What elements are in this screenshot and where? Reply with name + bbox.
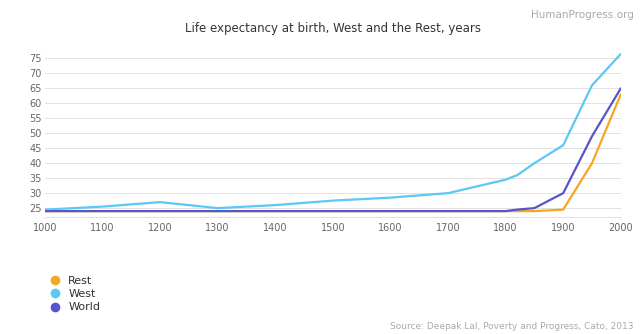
Rest — [156, 209, 164, 213]
World — [617, 86, 625, 90]
Rest — [444, 209, 452, 213]
World — [329, 209, 337, 213]
West — [156, 200, 164, 204]
Line: Rest: Rest — [45, 94, 621, 211]
Line: World: World — [45, 88, 621, 211]
World — [41, 209, 49, 213]
World — [531, 206, 538, 210]
Rest — [617, 92, 625, 96]
World — [99, 209, 106, 213]
Rest — [387, 209, 394, 213]
West — [559, 143, 567, 147]
West — [387, 196, 394, 200]
Legend: Rest, West, World: Rest, West, World — [51, 271, 104, 317]
Rest — [41, 209, 49, 213]
Rest — [271, 209, 279, 213]
West — [271, 203, 279, 207]
West — [214, 206, 221, 210]
West — [531, 161, 538, 165]
World — [444, 209, 452, 213]
World — [156, 209, 164, 213]
West — [41, 208, 49, 212]
Rest — [214, 209, 221, 213]
Line: West: West — [45, 54, 621, 210]
Rest — [329, 209, 337, 213]
World — [387, 209, 394, 213]
World — [214, 209, 221, 213]
World — [502, 209, 509, 213]
West — [617, 52, 625, 56]
Rest — [502, 209, 509, 213]
Text: Source: Deepak Lal, Poverty and Progress, Cato, 2013: Source: Deepak Lal, Poverty and Progress… — [390, 322, 634, 331]
Rest — [99, 209, 106, 213]
West — [329, 199, 337, 203]
World — [271, 209, 279, 213]
Rest — [513, 209, 521, 213]
World — [559, 191, 567, 195]
West — [513, 173, 521, 177]
Text: HumanProgress.org: HumanProgress.org — [531, 10, 634, 20]
Title: Life expectancy at birth, West and the Rest, years: Life expectancy at birth, West and the R… — [185, 22, 481, 35]
World — [513, 208, 521, 212]
West — [588, 84, 596, 88]
West — [502, 178, 509, 182]
Rest — [588, 161, 596, 165]
West — [444, 191, 452, 195]
Rest — [559, 208, 567, 212]
World — [588, 134, 596, 138]
West — [99, 205, 106, 209]
Rest — [531, 209, 538, 213]
